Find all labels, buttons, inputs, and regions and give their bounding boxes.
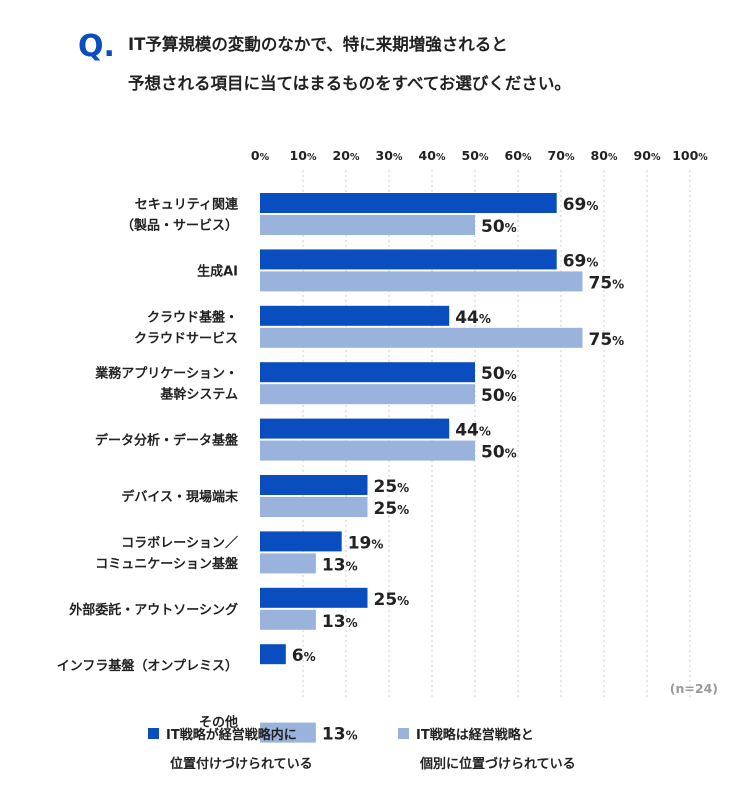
bar-series-2 <box>260 215 475 235</box>
bar-series-2 <box>260 271 583 292</box>
x-tick-label: 20% <box>333 148 360 163</box>
bar-series-1 <box>260 644 286 665</box>
value-label: 69% <box>563 251 599 271</box>
x-tick-label: 0% <box>251 148 270 163</box>
question-mark: Q. <box>78 29 115 64</box>
legend-label: IT戦略が経営戦略内に <box>166 727 297 743</box>
value-label: 6% <box>292 646 316 666</box>
value-label: 50% <box>481 364 517 384</box>
value-label: 25% <box>374 590 410 610</box>
x-tick-label: 60% <box>505 148 532 163</box>
legend-swatch <box>148 728 159 739</box>
value-label: 75% <box>589 273 625 293</box>
bar-series-2 <box>260 722 316 743</box>
value-label: 44% <box>455 421 491 441</box>
value-label: 69% <box>563 195 599 215</box>
value-label: 50% <box>481 386 517 406</box>
category-label: 業務アプリケーション・ <box>94 366 238 382</box>
bars <box>260 193 583 743</box>
x-tick-label: 30% <box>376 148 403 163</box>
question-line-1: IT予算規模の変動のなかで、特に来期増強されると <box>128 34 508 54</box>
bar-series-1 <box>260 362 475 383</box>
category-label: クラウドサービス <box>134 330 238 346</box>
bar-series-1 <box>260 305 450 326</box>
category-label: 外部委託・アウトソーシング <box>68 602 238 618</box>
legend-label: 位置付けづけられている <box>170 756 313 772</box>
bar-series-1 <box>260 531 342 552</box>
x-tick-label: 40% <box>419 148 446 163</box>
bar-series-1 <box>260 587 368 608</box>
category-label: セキュリティ関連 <box>135 197 239 213</box>
value-labels: 69%69%44%50%44%25%19%25%6%50%75%75%50%50… <box>292 195 624 745</box>
category-label: データ分析・データ基盤 <box>95 433 239 449</box>
value-label: 44% <box>455 308 491 328</box>
x-tick-label: 90% <box>634 148 661 163</box>
bar-series-1 <box>260 475 368 495</box>
category-label: その他 <box>199 715 238 731</box>
value-label: 13% <box>322 555 358 575</box>
bar-series-2 <box>260 327 583 348</box>
sample-size-note: (n=24) <box>670 681 718 696</box>
legend-label: IT戦略は経営戦略と <box>416 727 534 743</box>
x-tick-label: 80% <box>591 148 618 163</box>
x-axis-ticks: 0% 10% 20% 30% 40% 50% 60% 70% 80% 90% 100% <box>251 148 708 163</box>
category-label: デバイス・現場端末 <box>121 489 239 505</box>
category-label: （製品・サービス） <box>121 218 238 234</box>
value-label: 25% <box>374 499 410 519</box>
category-label: コラボレーション／ <box>121 535 238 551</box>
x-tick-label: 70% <box>548 148 575 163</box>
x-tick-label: 10% <box>290 148 317 163</box>
value-label: 50% <box>481 217 517 237</box>
category-label: インフラ基盤（オンプレミス） <box>57 658 238 674</box>
value-label: 75% <box>589 330 625 350</box>
value-label: 13% <box>322 725 358 745</box>
value-label: 19% <box>348 533 384 553</box>
category-label: 基幹システム <box>159 387 238 403</box>
x-tick-label: 50% <box>462 148 489 163</box>
value-label: 50% <box>481 443 517 463</box>
category-label: クラウド基盤・ <box>147 309 238 325</box>
value-label: 13% <box>322 612 358 632</box>
bar-series-2 <box>260 553 316 574</box>
x-tick-label: 100% <box>672 148 708 163</box>
category-label: 生成AI <box>197 263 238 279</box>
category-labels: セキュリティ関連 （製品・サービス） 生成AI クラウド基盤・クラウドサービス業務アプ… <box>57 197 239 731</box>
bar-series-2 <box>260 609 316 630</box>
legend-label: 個別に位置づけられている <box>419 756 576 772</box>
legend-swatch <box>398 728 409 739</box>
value-label: 25% <box>374 477 410 497</box>
bar-series-1 <box>260 418 450 439</box>
bar-series-1 <box>260 193 557 213</box>
bar-series-1 <box>260 249 557 270</box>
bar-series-2 <box>260 384 475 405</box>
bar-series-2 <box>260 440 475 461</box>
question-line-2: 予想される項目に当てはまるものをすべてお選びください。 <box>128 73 571 93</box>
bar-series-2 <box>260 497 368 517</box>
category-label: コミュニケーション基盤 <box>95 556 239 572</box>
